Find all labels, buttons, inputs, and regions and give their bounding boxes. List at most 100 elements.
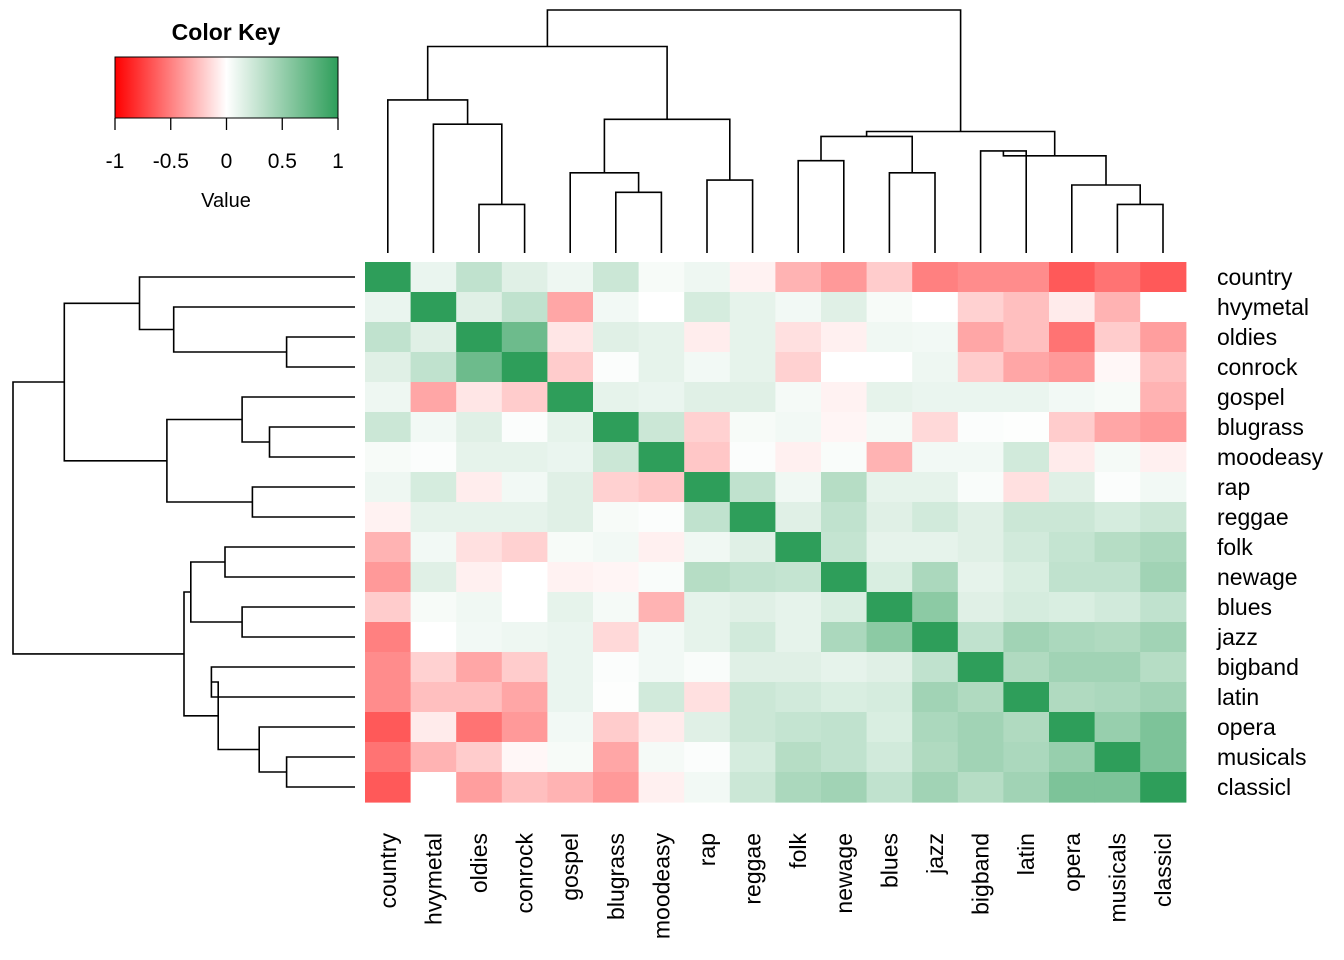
- heatmap-cell: [456, 622, 503, 653]
- heatmap-cell: [957, 742, 1004, 773]
- heatmap-cell: [729, 652, 776, 683]
- heatmap-cell: [1094, 412, 1141, 443]
- heatmap-cell: [866, 712, 913, 743]
- heatmap-cell: [456, 352, 503, 383]
- heatmap-cell: [593, 442, 640, 473]
- heatmap-cell: [501, 502, 548, 533]
- row-label: classicl: [1217, 774, 1291, 800]
- heatmap-cell: [866, 562, 913, 593]
- heatmap-cell: [729, 262, 776, 293]
- heatmap-cell: [593, 562, 640, 593]
- heatmap-cell: [957, 772, 1004, 803]
- heatmap-cell: [775, 382, 822, 413]
- heatmap-cell: [775, 322, 822, 353]
- heatmap-cell: [638, 322, 685, 353]
- color-key-bar: [114, 56, 339, 119]
- dendrogram-branch: [241, 606, 355, 638]
- heatmap-cell: [1094, 442, 1141, 473]
- heatmap-cell: [410, 442, 457, 473]
- column-label: conrock: [512, 833, 538, 914]
- dendrogram-branch: [251, 486, 355, 518]
- heatmap-cell: [365, 772, 412, 803]
- heatmap-cell: [1003, 502, 1050, 533]
- heatmap-cell: [957, 682, 1004, 713]
- dendrogram-branch: [569, 172, 640, 253]
- heatmap-cell: [1003, 382, 1050, 413]
- heatmap-cell: [1140, 262, 1187, 293]
- heatmap-cell: [1049, 772, 1096, 803]
- row-label: blues: [1217, 594, 1272, 620]
- heatmap-cell: [729, 742, 776, 773]
- heatmap-cell: [912, 442, 959, 473]
- heatmap-cell: [593, 352, 640, 383]
- heatmap-cell: [1049, 622, 1096, 653]
- heatmap-cell: [729, 322, 776, 353]
- heatmap-cell: [410, 772, 457, 803]
- heatmap-cell: [1003, 292, 1050, 323]
- heatmap-cell: [501, 412, 548, 443]
- heatmap-cell: [410, 532, 457, 563]
- dendrogram-branch: [172, 306, 355, 353]
- heatmap-cell: [729, 592, 776, 623]
- heatmap-cell: [410, 712, 457, 743]
- heatmap-cell: [775, 412, 822, 443]
- heatmap-cell: [821, 412, 868, 443]
- heatmap-cell: [957, 472, 1004, 503]
- column-label: reggae: [740, 833, 766, 905]
- heatmap-cell: [957, 532, 1004, 563]
- key-tick-label: -1: [106, 150, 125, 173]
- heatmap-cell: [684, 592, 731, 623]
- heatmap-cell: [456, 382, 503, 413]
- dendrogram-branch: [797, 159, 845, 253]
- heatmap-cell: [866, 622, 913, 653]
- heatmap-cell: [1140, 532, 1187, 563]
- heatmap-cell: [638, 502, 685, 533]
- heatmap-cell: [1094, 742, 1141, 773]
- heatmap-cell: [821, 622, 868, 653]
- heatmap-cell: [547, 262, 594, 293]
- heatmap-cell: [684, 742, 731, 773]
- heatmap-cell: [866, 742, 913, 773]
- heatmap-cell: [821, 502, 868, 533]
- row-label: conrock: [1217, 354, 1298, 380]
- row-labels: country hvymetal oldies conrock gospel blugra…: [1216, 264, 1324, 800]
- heatmap-cell: [1094, 352, 1141, 383]
- column-label: moodeasy: [648, 833, 674, 940]
- heatmap-cell: [638, 352, 685, 383]
- row-label: bigband: [1217, 654, 1299, 680]
- heatmap-cell: [866, 382, 913, 413]
- heatmap-cell: [365, 532, 412, 563]
- heatmap-cell: [1003, 442, 1050, 473]
- dendrogram-branch: [166, 418, 253, 503]
- heatmap-cell: [684, 292, 731, 323]
- heatmap-cell: [729, 382, 776, 413]
- heatmap-cell: [501, 532, 548, 563]
- heatmap-cell: [1094, 682, 1141, 713]
- heatmap-cell: [1094, 652, 1141, 683]
- heatmap-cell: [866, 292, 913, 323]
- heatmap-cell: [912, 652, 959, 683]
- heatmap-cell: [1094, 502, 1141, 533]
- row-label: moodeasy: [1217, 444, 1324, 470]
- heatmap-cell: [1003, 262, 1050, 293]
- dendrogram-branch: [258, 726, 355, 773]
- heatmap-cell: [1094, 562, 1141, 593]
- heatmap-cell: [912, 532, 959, 563]
- heatmap-cell: [1049, 412, 1096, 443]
- column-label: oldies: [466, 833, 492, 893]
- heatmap-cell: [593, 772, 640, 803]
- heatmap-cell: [638, 412, 685, 443]
- heatmap-cell: [912, 262, 959, 293]
- heatmap-cell: [547, 502, 594, 533]
- heatmap-cell: [957, 352, 1004, 383]
- dendrogram-branch: [615, 191, 663, 253]
- heatmap-cell: [365, 442, 412, 473]
- color-key: Color Key -1 -0.5 0 0.5 1 Value: [106, 19, 344, 212]
- heatmap-cell: [547, 742, 594, 773]
- heatmap-cell: [866, 322, 913, 353]
- heatmap-cell: [729, 682, 776, 713]
- heatmap-cell: [456, 742, 503, 773]
- heatmap-cell: [410, 592, 457, 623]
- heatmap-cell: [1094, 262, 1141, 293]
- heatmap-cell: [821, 262, 868, 293]
